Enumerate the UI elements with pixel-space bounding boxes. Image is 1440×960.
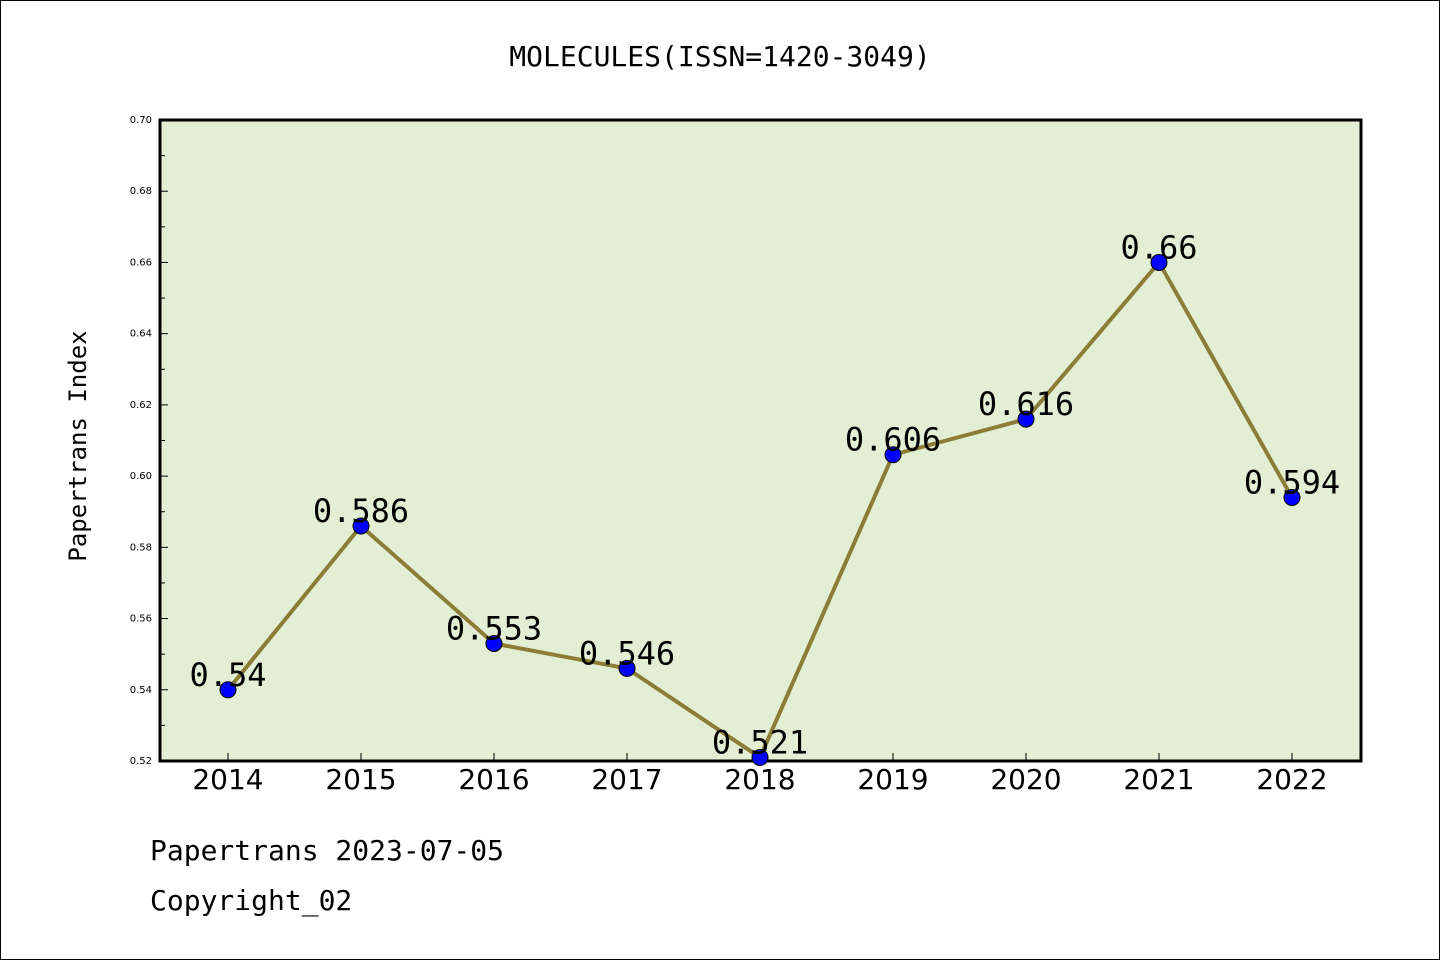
y-tick-label: 0.58 — [130, 542, 152, 553]
x-tick-label: 2015 — [325, 763, 396, 796]
data-label: 0.606 — [845, 421, 941, 459]
x-tick-label: 2019 — [857, 763, 928, 796]
y-axis: 0.52 0.54 0.56 0.58 0.60 0.62 0.64 0.66 0.68 0.70 — [130, 115, 168, 767]
data-point — [884, 446, 902, 464]
data-label: 0.594 — [1244, 463, 1340, 501]
data-labels: 0.54 0.586 0.553 0.546 0.521 0.606 0.616 0.66 0.… — [189, 228, 1340, 761]
x-tick-label: 2020 — [990, 763, 1061, 796]
data-label: 0.553 — [446, 609, 542, 647]
series-group — [219, 253, 1301, 766]
data-point — [485, 634, 503, 652]
data-point — [219, 681, 237, 699]
plot-area — [158, 118, 1363, 763]
chart-title: MOLECULES(ISSN=1420-3049) — [509, 40, 930, 73]
y-tick-label: 0.62 — [130, 400, 152, 411]
footer-copyright: Copyright_02 — [150, 884, 353, 917]
x-tick-label: 2016 — [458, 763, 529, 796]
data-point — [352, 517, 370, 535]
footer-source: Papertrans 2023-07-05 — [150, 834, 505, 867]
y-tick-label: 0.54 — [130, 685, 152, 696]
data-point — [1150, 253, 1168, 271]
x-tick-label: 2022 — [1256, 763, 1327, 796]
y-tick-label: 0.60 — [130, 471, 152, 482]
data-point — [1283, 488, 1301, 506]
y-axis-label: Papertrans Index — [64, 330, 92, 561]
data-label: 0.546 — [579, 634, 675, 672]
data-label: 0.521 — [712, 723, 808, 761]
data-label: 0.66 — [1120, 228, 1197, 266]
y-tick-label: 0.56 — [130, 614, 152, 625]
y-tick-label: 0.70 — [130, 115, 152, 126]
y-tick-label: 0.68 — [130, 186, 152, 197]
y-tick-label: 0.64 — [130, 329, 152, 340]
data-point — [751, 748, 769, 766]
x-tick-label: 2021 — [1123, 763, 1194, 796]
data-label: 0.616 — [978, 385, 1074, 423]
data-point — [1017, 410, 1035, 428]
x-axis: 2014 2015 2016 2017 2018 2019 2020 2021 2022 — [192, 753, 1328, 796]
x-tick-label: 2018 — [724, 763, 795, 796]
data-label: 0.54 — [189, 656, 266, 694]
data-point — [618, 659, 636, 677]
data-label: 0.586 — [313, 492, 409, 530]
y-tick-label: 0.66 — [130, 257, 152, 268]
x-tick-label: 2017 — [591, 763, 662, 796]
x-tick-label: 2014 — [192, 763, 263, 796]
y-tick-label: 0.52 — [130, 756, 152, 767]
